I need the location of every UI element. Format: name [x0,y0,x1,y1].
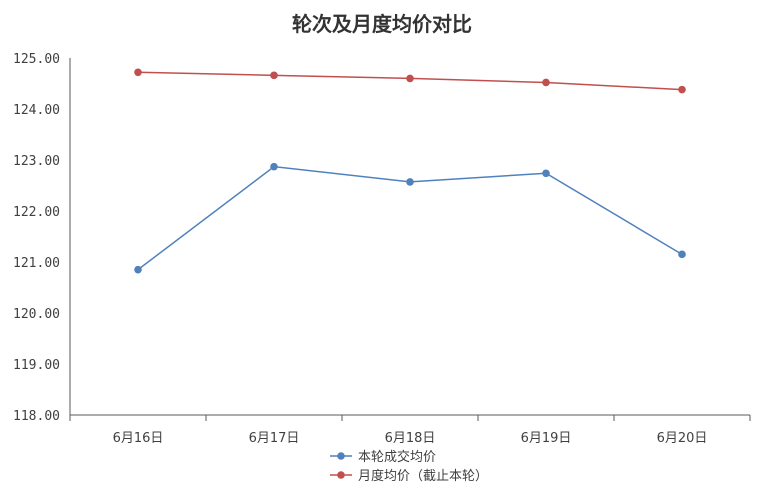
y-tick-label: 120.00 [13,307,60,322]
y-tick-label: 125.00 [13,52,60,67]
chart-title: 轮次及月度均价对比 [292,12,472,36]
data-point [270,71,278,80]
legend-label: 本轮成交均价 [358,449,436,465]
x-tick-label: 6月16日 [113,431,164,446]
x-tick-label: 6月17日 [249,431,300,446]
data-point [134,68,142,77]
y-tick-label: 119.00 [13,358,60,373]
legend-label: 月度均价（截止本轮） [358,468,488,484]
x-tick-label: 6月19日 [521,431,572,446]
x-tick-label: 6月18日 [385,431,436,446]
legend-swatch-marker [337,471,345,479]
data-point [678,85,686,94]
y-tick-label: 118.00 [13,409,60,424]
data-point [270,162,278,171]
x-tick-label: 6月20日 [657,431,708,446]
data-point [406,74,414,83]
data-point [542,78,550,87]
data-point [542,169,550,178]
data-point [406,178,414,186]
series-layer [134,68,686,274]
y-tick-label: 124.00 [13,103,60,118]
data-point [678,250,686,259]
y-tick-label: 121.00 [13,256,60,271]
legend-swatch-marker [337,452,345,460]
x-axis: 6月16日 6月17日 6月18日 6月19日 6月20日 [69,414,751,446]
data-point [134,265,142,274]
y-tick-label: 122.00 [13,205,60,220]
y-tick-label: 123.00 [13,154,60,169]
y-axis: 118.00 119.00 120.00 121.00 122.00 123.00 124.… [13,52,71,424]
